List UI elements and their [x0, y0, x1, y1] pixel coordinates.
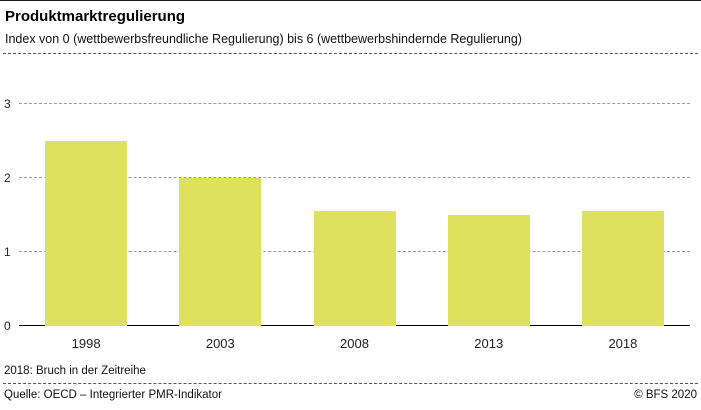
- bar-cell-2003: [153, 104, 287, 326]
- bar-2003: [179, 178, 262, 326]
- bar-2008: [313, 211, 396, 326]
- plot-area: [19, 103, 690, 326]
- x-axis-labels: 1998 2003 2008 2013 2018: [19, 336, 690, 351]
- bar-cell-1998: [19, 104, 153, 326]
- bars-row: [19, 104, 690, 326]
- chart-subtitle: Index von 0 (wettbewerbsfreundliche Regu…: [5, 32, 522, 46]
- bar-1998: [45, 141, 128, 326]
- bar-cell-2018: [556, 104, 690, 326]
- y-tick-label-2: 2: [4, 171, 11, 186]
- footer-divider: [3, 383, 698, 384]
- x-tick-label-2003: 2003: [205, 336, 235, 351]
- y-tick-label-3: 3: [4, 97, 11, 111]
- bar-cell-2008: [287, 104, 421, 326]
- copyright-label: © BFS 2020: [634, 389, 697, 401]
- x-tick-label-2013: 2013: [474, 336, 504, 351]
- source-label: Quelle: OECD – Integrierter PMR-Indikato…: [4, 389, 222, 401]
- y-tick-label-1: 1: [4, 245, 11, 260]
- header-divider: [3, 53, 698, 54]
- gridline-3: [19, 103, 690, 104]
- bar-2018: [581, 211, 664, 326]
- x-tick-label-2008: 2008: [340, 336, 369, 351]
- bar-chart: 0 1 2 3: [4, 98, 690, 332]
- chart-footer: Quelle: OECD – Integrierter PMR-Indikato…: [4, 389, 697, 401]
- bar-2013: [447, 215, 530, 326]
- chart-footnote: 2018: Bruch in der Zeitreihe: [4, 365, 146, 377]
- chart-header: Produktmarktregulierung Index von 0 (wet…: [0, 1, 701, 47]
- gridline-2: [19, 177, 690, 179]
- y-tick-label-0: 0: [4, 319, 11, 333]
- page-title: Produktmarktregulierung: [5, 8, 186, 25]
- bar-cell-2013: [422, 104, 556, 326]
- x-tick-label-1998: 1998: [71, 336, 101, 351]
- x-tick-label-2018: 2018: [608, 336, 638, 351]
